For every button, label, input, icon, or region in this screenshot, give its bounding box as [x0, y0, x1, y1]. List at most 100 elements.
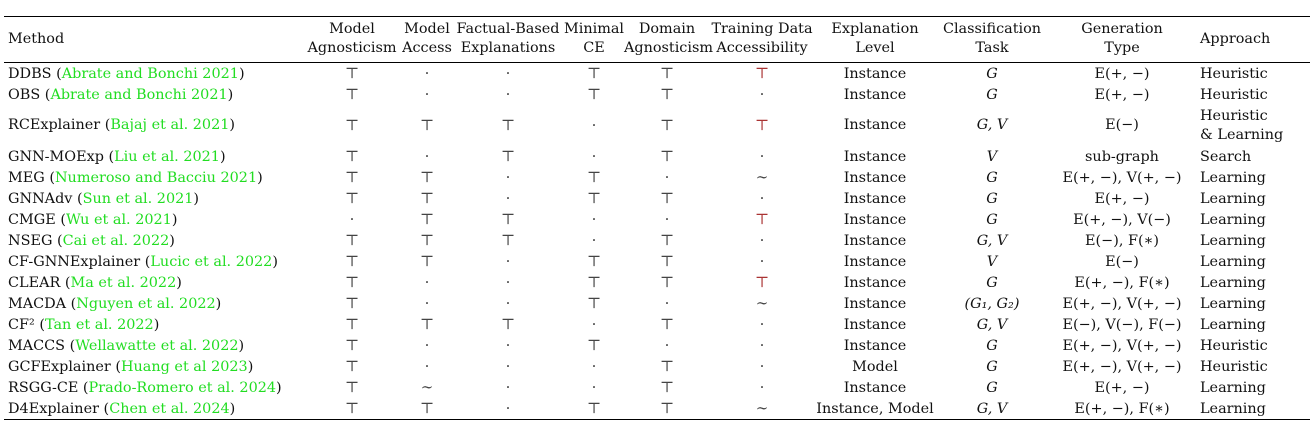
generation-type-cell: E(−), F(∗) [1085, 232, 1159, 249]
training-data-cell: · [710, 314, 814, 335]
model-access-cell: · [402, 272, 452, 293]
explanation-level-cell: Instance [843, 148, 907, 165]
method-name: CF² [8, 316, 35, 333]
citation-link[interactable]: Wellawatte et al. 2022 [75, 337, 239, 354]
approach-label: Learning [1200, 379, 1266, 396]
explanation-level-cell: Instance [843, 190, 907, 207]
feature-mark: ⊤ [659, 64, 675, 82]
model-access-cell: · [402, 335, 452, 356]
model-access-cell: ⊤ [402, 167, 452, 188]
feature-mark: ∼ [755, 294, 769, 312]
feature-mark: ⊤ [586, 294, 602, 312]
citation-link[interactable]: Huang et al 2023 [120, 358, 248, 375]
citation-link[interactable]: Sun et al. 2021 [82, 190, 194, 207]
minimal-ce-cell: · [564, 230, 624, 251]
feature-mark: · [759, 231, 765, 249]
method-name: RCExplainer [8, 117, 101, 133]
model-agnosticism-cell: ⊤ [302, 293, 402, 314]
feature-mark: ⊤ [419, 168, 435, 186]
model-access-cell: · [402, 356, 452, 377]
citation-link[interactable]: Wu et al. 2021 [65, 211, 172, 228]
training-data-cell: · [710, 146, 814, 167]
column-header-domain-agnosticism: Domain Agnosticism [624, 17, 713, 63]
minimal-ce-cell: · [564, 377, 624, 398]
model-agnosticism-cell: ⊤ [302, 188, 402, 209]
feature-mark: · [505, 168, 511, 186]
classification-task-cell: V [986, 253, 998, 270]
comparison-table: Method Model Agnosticism Model Access Factual… [4, 16, 1310, 420]
approach-label-secondary: & Learning [1200, 126, 1284, 143]
generation-type-cell: E(+, −), V(+, −) [1062, 295, 1182, 312]
citation-link[interactable]: Prado-Romero et al. 2024 [88, 379, 277, 396]
column-header-minimal-ce: Minimal CE [564, 17, 624, 63]
feature-mark: · [424, 357, 430, 375]
feature-mark: · [505, 294, 511, 312]
table-row: GCFExplainer (Huang et al 2023) ⊤ · · · ⊤ · Mod… [4, 356, 1310, 377]
citation-link[interactable]: Nguyen et al. 2022 [76, 295, 216, 312]
classification-task-cell: (G₁, G₂) [964, 295, 1020, 312]
citation-link[interactable]: Tan et al. 2022 [44, 316, 154, 333]
minimal-ce-cell: · [564, 146, 624, 167]
column-header-training-data: Training Data Accessibility [710, 17, 814, 63]
citation-link[interactable]: Lucic et al. 2022 [150, 253, 273, 270]
column-header-classification-task: Classification Task [936, 17, 1048, 63]
factual-based-cell: · [452, 335, 564, 356]
approach-cell: Search [1196, 146, 1310, 167]
citation-link[interactable]: Liu et al. 2021 [114, 148, 220, 165]
method-cell: MACDA (Nguyen et al. 2022) [8, 295, 222, 312]
training-data-cell: · [710, 335, 814, 356]
feature-mark: ⊤ [586, 399, 602, 417]
generation-type-cell: sub-graph [1085, 148, 1159, 165]
citation-link[interactable]: Ma et al. 2022 [70, 274, 177, 291]
factual-based-cell: · [452, 167, 564, 188]
feature-mark: ⊤ [344, 357, 360, 375]
column-header-line: Explanation [831, 21, 919, 37]
feature-mark: · [591, 210, 597, 228]
column-header-line: Classification [942, 21, 1042, 37]
generation-type-cell: E(+, −) [1094, 190, 1150, 207]
minimal-ce-cell: ⊤ [564, 63, 624, 85]
feature-mark: · [664, 210, 670, 228]
minimal-ce-cell: ⊤ [564, 188, 624, 209]
feature-mark: · [424, 294, 430, 312]
domain-agnosticism-cell: ⊤ [624, 230, 710, 251]
feature-mark: ⊤ [344, 115, 360, 134]
explanation-level-cell: Instance [843, 117, 907, 133]
model-agnosticism-cell: ⊤ [302, 167, 402, 188]
method-name: GNN-MOExp [8, 148, 104, 165]
generation-type-cell: E(+, −) [1094, 65, 1150, 82]
generation-type-cell: E(+, −), F(∗) [1074, 274, 1170, 291]
domain-agnosticism-cell: ⊤ [624, 251, 710, 272]
explanation-level-cell: Instance [843, 274, 907, 291]
table-row: CF² (Tan et al. 2022) ⊤ ⊤ ⊤ · ⊤ · Instance G, V E… [4, 314, 1310, 335]
feature-mark: ⊤ [500, 115, 516, 134]
model-access-cell: ⊤ [402, 398, 452, 420]
feature-mark: · [759, 147, 765, 165]
feature-mark: ⊤ [659, 399, 675, 417]
feature-mark: · [505, 85, 511, 103]
column-header-approach: Approach [1196, 17, 1310, 63]
citation-link[interactable]: Chen et al. 2024 [109, 400, 230, 417]
model-access-cell: · [402, 63, 452, 85]
training-data-cell: · [710, 356, 814, 377]
feature-mark: ⊤ [419, 231, 435, 249]
citation-link[interactable]: Abrate and Bonchi 2021 [50, 86, 228, 103]
domain-agnosticism-cell: ⊤ [624, 188, 710, 209]
feature-mark: · [349, 210, 355, 228]
citation-link[interactable]: Abrate and Bonchi 2021 [61, 65, 239, 82]
citation-link[interactable]: Numeroso and Bacciu 2021 [54, 169, 258, 186]
feature-mark: ⊤ [754, 115, 770, 134]
citation-link[interactable]: Cai et al. 2022 [62, 232, 170, 249]
feature-mark: · [664, 168, 670, 186]
column-header-line: Generation [1081, 21, 1163, 37]
table-row: RSGG-CE (Prado-Romero et al. 2024) ⊤ ∼ · · ⊤ ·… [4, 377, 1310, 398]
explanation-level-cell: Instance [843, 232, 907, 249]
factual-based-cell: · [452, 356, 564, 377]
domain-agnosticism-cell: ⊤ [624, 84, 710, 105]
column-header-line: Minimal [564, 21, 625, 37]
factual-based-cell: · [452, 63, 564, 85]
domain-agnosticism-cell: ⊤ [624, 377, 710, 398]
feature-mark: · [591, 315, 597, 333]
citation-link[interactable]: Bajaj et al. 2021 [110, 117, 230, 133]
training-data-cell: ∼ [710, 167, 814, 188]
